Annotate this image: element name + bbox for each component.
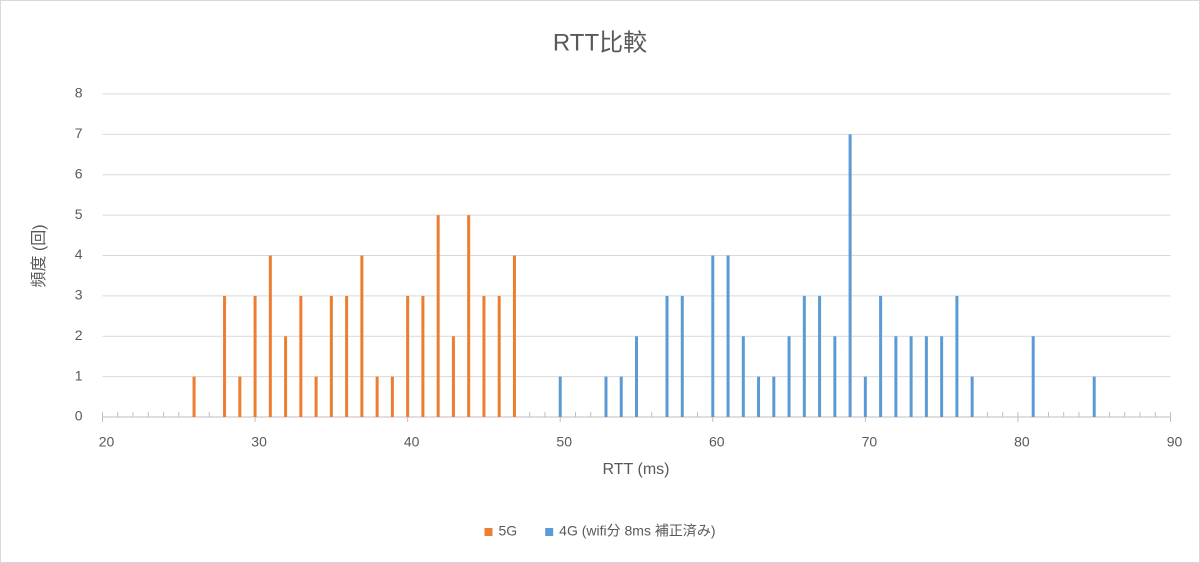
x-tick-label: 70 (862, 434, 878, 450)
y-tick-label: 3 (75, 287, 83, 303)
bar (970, 376, 974, 417)
x-tick-label: 90 (1167, 434, 1183, 450)
bar (390, 376, 394, 417)
bar (894, 336, 898, 417)
bar (345, 295, 349, 417)
y-tick-label: 4 (75, 246, 83, 262)
bar (238, 376, 242, 417)
bar (360, 255, 364, 417)
bar (604, 376, 608, 417)
bar (268, 255, 272, 417)
bar (955, 295, 959, 417)
x-tick-label: 40 (404, 434, 420, 450)
bar (772, 376, 776, 417)
bar (802, 295, 806, 417)
bar (406, 295, 410, 417)
x-tick-label: 80 (1014, 434, 1030, 450)
bar (497, 295, 501, 417)
bar (1031, 336, 1035, 417)
bar (757, 376, 761, 417)
bar (482, 295, 486, 417)
chart-title: RTT比較 (553, 29, 647, 56)
legend: 5G 4G (wifi分 8ms 補正済み) (484, 523, 716, 539)
bar (299, 295, 303, 417)
x-tick-label: 30 (251, 434, 267, 450)
bar (253, 295, 257, 417)
bar (314, 376, 318, 417)
bar (512, 255, 516, 417)
y-tick-label: 8 (75, 85, 83, 101)
bar (940, 336, 944, 417)
y-axis-label: 頻度 (回) (30, 224, 48, 287)
legend-label: 5G (498, 523, 517, 539)
x-tick-label: 50 (556, 434, 572, 450)
bar (909, 336, 913, 417)
bar (787, 336, 791, 417)
bar (192, 376, 196, 417)
bar (726, 255, 730, 417)
bar (711, 255, 715, 417)
y-tick-label: 1 (75, 367, 83, 383)
bar (848, 134, 852, 417)
y-tick-label: 7 (75, 125, 83, 141)
x-tick-label: 20 (99, 434, 115, 450)
bar (863, 376, 867, 417)
bar (451, 336, 455, 417)
y-tick-label: 6 (75, 165, 83, 181)
bar (619, 376, 623, 417)
bar (635, 336, 638, 417)
bar (467, 215, 471, 417)
legend-swatch (484, 528, 493, 536)
bar (421, 295, 425, 417)
bar (375, 376, 379, 417)
bar (680, 295, 684, 417)
y-tick-label: 0 (75, 408, 83, 424)
legend-swatch (545, 528, 554, 536)
x-tick-label: 60 (709, 434, 725, 450)
bar (1092, 376, 1096, 417)
bar (879, 295, 883, 417)
bar (665, 295, 669, 417)
bar (818, 295, 822, 417)
x-axis-label: RTT (ms) (603, 461, 670, 478)
bar (833, 336, 837, 417)
y-tick-label: 5 (75, 206, 83, 222)
bar (741, 336, 745, 417)
bar (558, 376, 562, 417)
bar (329, 295, 333, 417)
legend-label: 4G (wifi分 8ms 補正済み) (559, 523, 715, 539)
bar (284, 336, 288, 417)
bar (924, 336, 928, 417)
y-tick-label: 2 (75, 327, 83, 343)
bar (436, 215, 440, 417)
bar (223, 295, 227, 417)
